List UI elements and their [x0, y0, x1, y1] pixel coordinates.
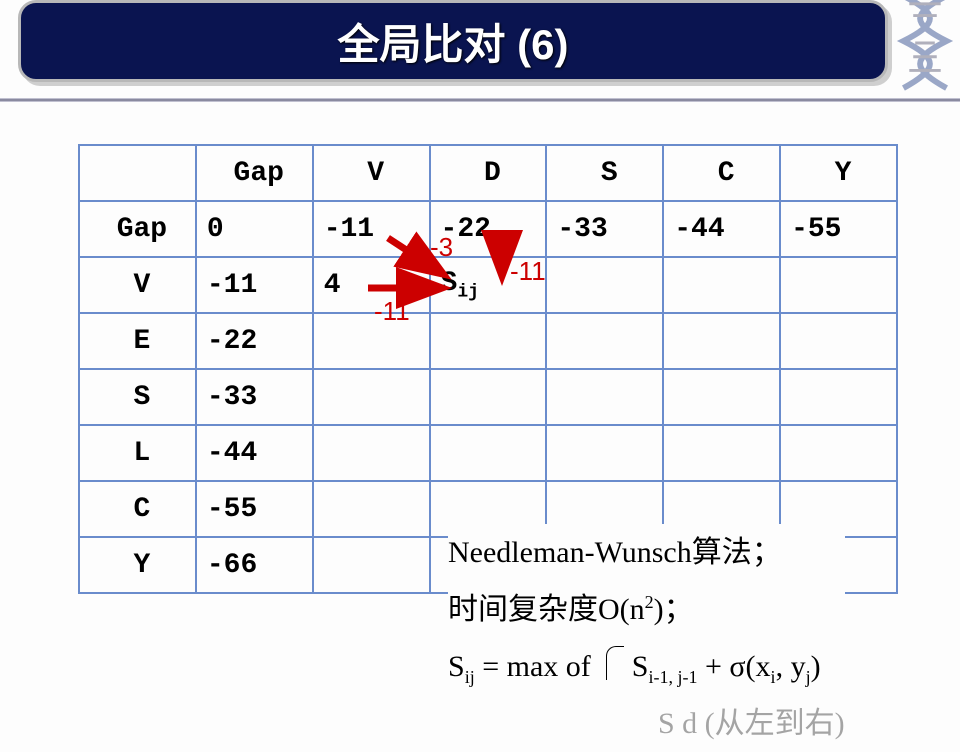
content-stage: Gap V D S C Y Gap 0 -11 -22 -33 -44 -55 … [78, 144, 898, 594]
notes: Needleman-Wunsch算法； 时间复杂度O(n2)； Sij = ma… [448, 524, 845, 752]
note-line-4: S d (从左到右) [658, 695, 845, 752]
cell: V [79, 257, 196, 313]
cell [546, 425, 663, 481]
cell: C [663, 145, 780, 201]
cell: -33 [196, 369, 313, 425]
cell: Gap [79, 201, 196, 257]
cell: -11 [196, 257, 313, 313]
note-line-2: 时间复杂度O(n2)； [448, 581, 845, 638]
note-line-1: Needleman-Wunsch算法； [448, 524, 845, 581]
cell: S [546, 145, 663, 201]
cell [546, 369, 663, 425]
cell [430, 369, 547, 425]
cell [780, 313, 897, 369]
cell [780, 257, 897, 313]
cell [313, 425, 430, 481]
note-line-3: Sij = max of Si-1, j-1 + σ(xi, yj) [448, 638, 845, 695]
cell [546, 313, 663, 369]
cell: -44 [196, 425, 313, 481]
cell [313, 481, 430, 537]
cell [663, 369, 780, 425]
cell: D [430, 145, 547, 201]
cell: 4 [313, 257, 430, 313]
separator [0, 98, 960, 102]
cell [313, 537, 430, 593]
cell: E [79, 313, 196, 369]
cell: -33 [546, 201, 663, 257]
cell [663, 313, 780, 369]
cell [546, 257, 663, 313]
cell [313, 369, 430, 425]
cell [313, 313, 430, 369]
arrow-label-top: -11 [510, 256, 546, 287]
cell [430, 313, 547, 369]
cell [663, 425, 780, 481]
cell [780, 369, 897, 425]
cell: Y [79, 537, 196, 593]
cell: Y [780, 145, 897, 201]
cell: -55 [780, 201, 897, 257]
arrow-label-diag: -3 [430, 232, 453, 263]
title-bar: 全局比对 (6) [18, 0, 888, 82]
cell [79, 145, 196, 201]
cell: S [79, 369, 196, 425]
cell: L [79, 425, 196, 481]
cell: -22 [196, 313, 313, 369]
cell: 0 [196, 201, 313, 257]
cell: -66 [196, 537, 313, 593]
cell: C [79, 481, 196, 537]
dna-icon [894, 0, 956, 92]
page-title: 全局比对 (6) [337, 11, 568, 72]
cell [663, 257, 780, 313]
cell: -55 [196, 481, 313, 537]
cell: -11 [313, 201, 430, 257]
cell [780, 425, 897, 481]
cell [430, 425, 547, 481]
cell: V [313, 145, 430, 201]
cell: -44 [663, 201, 780, 257]
cell: Gap [196, 145, 313, 201]
arrow-label-left: -11 [374, 296, 410, 327]
